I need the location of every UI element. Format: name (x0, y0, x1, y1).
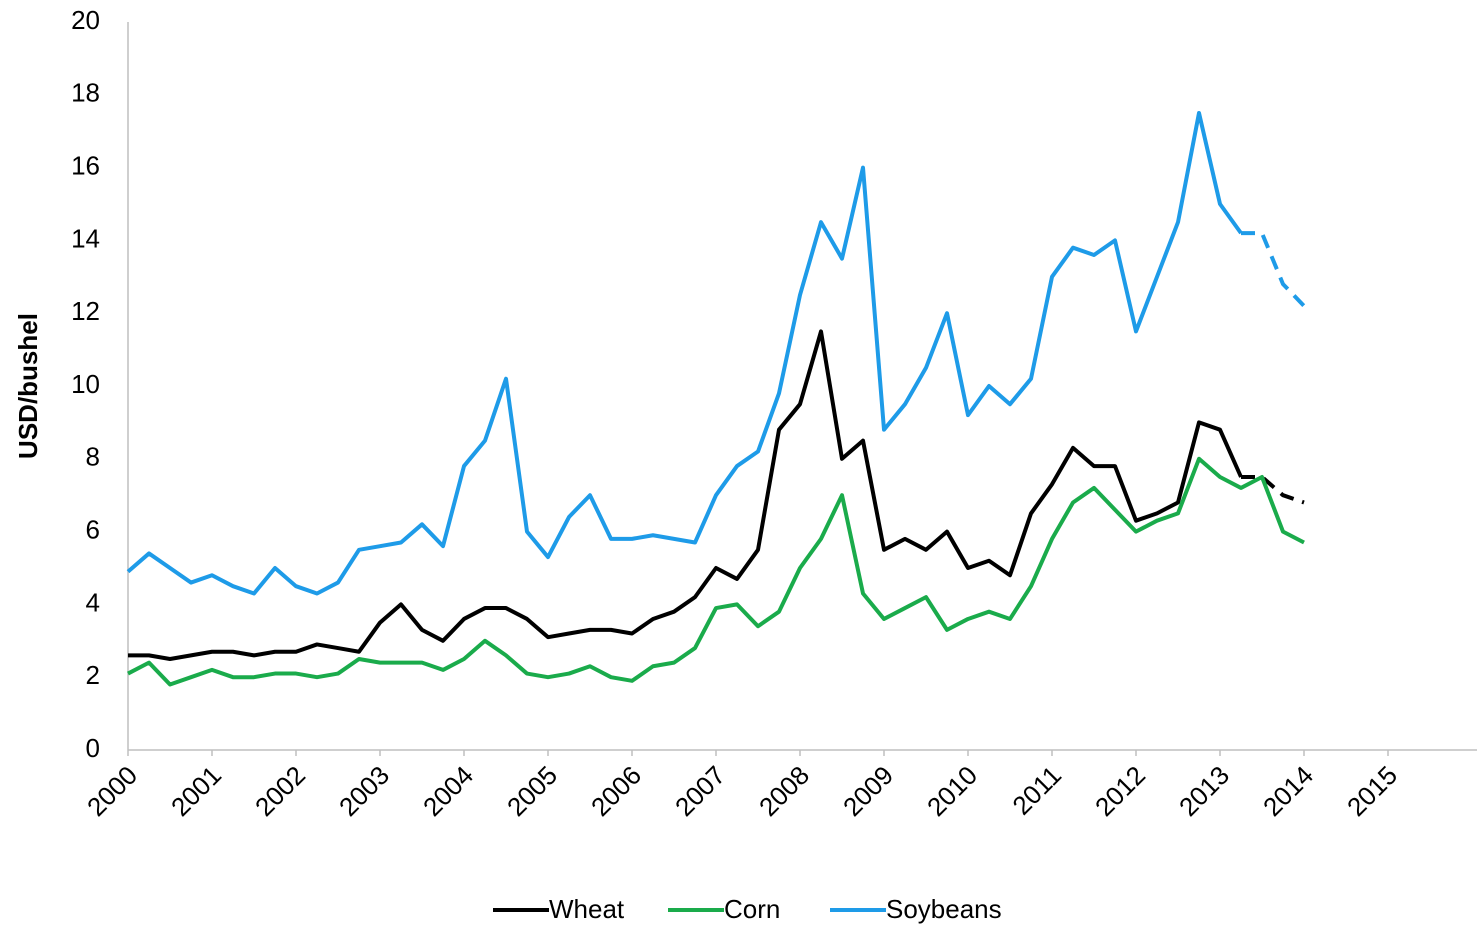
x-tick-label: 2015 (1341, 760, 1403, 822)
x-tick-label: 2005 (501, 760, 563, 822)
line (128, 329, 1305, 661)
x-tick-label: 2004 (417, 760, 479, 822)
y-tick-label: 14 (71, 223, 100, 253)
x-tick-label: 2009 (837, 760, 899, 822)
x-tick-label: 2000 (81, 760, 143, 822)
x-tick-label: 2006 (585, 760, 647, 822)
x-tick-label: 2013 (1173, 760, 1235, 822)
x-tick-label: 2007 (669, 760, 731, 822)
x-tick-label: 2011 (1006, 760, 1067, 821)
y-tick-label: 20 (71, 5, 100, 35)
line (126, 111, 1306, 596)
y-axis-label: USD/bushel (13, 313, 43, 459)
y-tick-label: 6 (86, 514, 100, 544)
y-tick-label: 16 (71, 150, 100, 180)
y-tick-label: 10 (71, 369, 100, 399)
x-tick-label: 2003 (333, 760, 395, 822)
x-tick-label: 2010 (921, 760, 983, 822)
y-tick-label: 8 (86, 442, 100, 472)
y-tick-label: 4 (86, 587, 100, 617)
x-tick-label: 2008 (753, 760, 815, 822)
y-tick-label: 0 (86, 733, 100, 763)
x-tick-label: 2014 (1257, 760, 1319, 822)
legend-label: Wheat (549, 894, 625, 924)
y-tick-label: 2 (86, 660, 100, 690)
x-tick-label: 2012 (1089, 760, 1151, 822)
x-tick-label: 2001 (165, 760, 227, 822)
legend-label: Corn (724, 894, 780, 924)
legend-label: Soybeans (886, 894, 1002, 924)
line (127, 456, 1305, 687)
x-tick-label: 2002 (249, 760, 311, 822)
y-tick-label: 12 (71, 296, 100, 326)
y-tick-label: 18 (71, 78, 100, 108)
